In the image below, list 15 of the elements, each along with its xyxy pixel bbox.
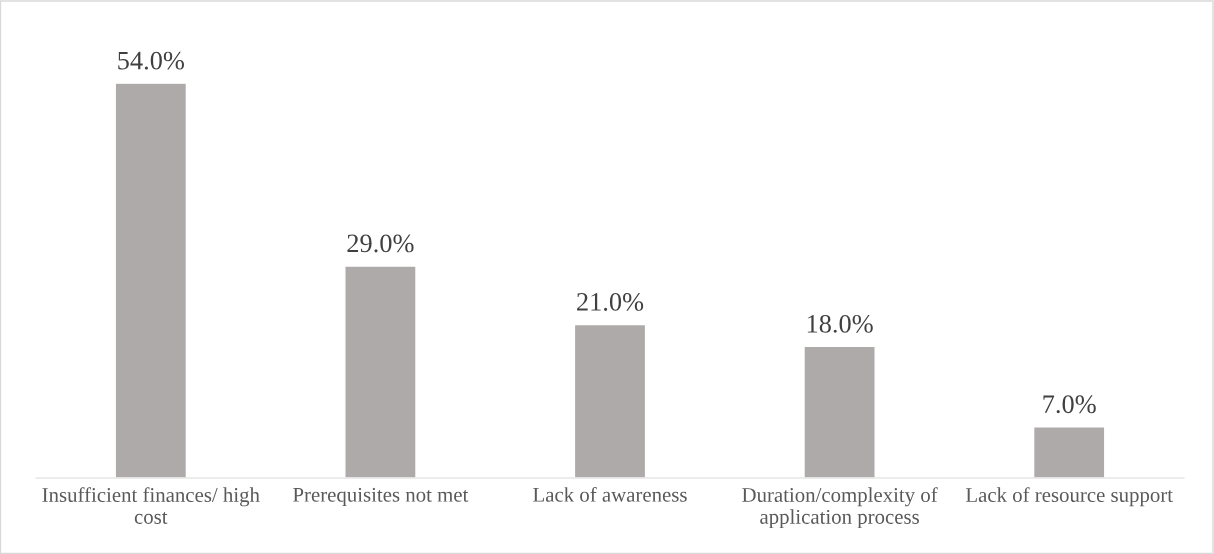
x-tick-label: Insufficient finances/ high cost	[42, 487, 260, 524]
data-label: 54.0%	[118, 51, 184, 70]
x-tick-label: Lack of resource support	[965, 487, 1173, 507]
bar	[803, 345, 876, 478]
data-label: 29.0%	[347, 234, 414, 253]
x-tick-label: Prerequisites not met	[293, 487, 469, 507]
bar	[1032, 426, 1106, 478]
bar	[344, 265, 417, 478]
x-tick-label: Duration/complexity of application process	[742, 487, 938, 529]
bar	[573, 323, 647, 478]
data-label: 18.0%	[807, 314, 873, 333]
bar	[114, 82, 188, 478]
x-tick-label: Lack of awareness	[533, 486, 687, 502]
data-label: 7.0%	[1043, 395, 1096, 414]
data-label: 21.0%	[577, 292, 644, 311]
